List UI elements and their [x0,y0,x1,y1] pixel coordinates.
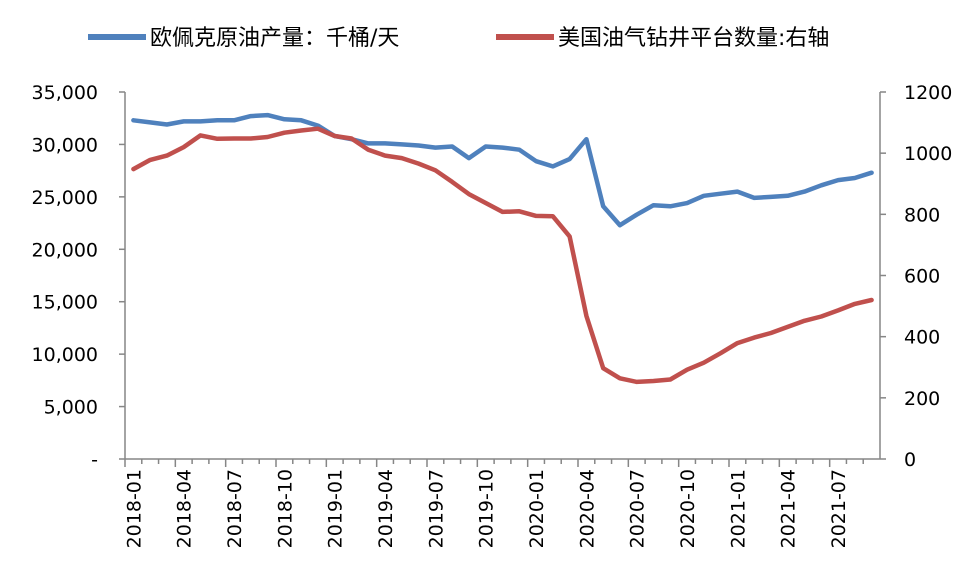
series-line-us-rig-count [131,126,874,385]
y-right-tick-label: 800 [904,204,940,226]
y-left-tick-label: 10,000 [32,344,98,366]
x-tick-label: 2020-07 [627,469,649,548]
x-tick-label: 2019-04 [375,469,397,548]
y-left-tick-label: - [91,449,98,471]
x-tick-label: 2020-04 [576,469,598,548]
x-tick-label: 2018-07 [224,469,246,548]
y-right-tick-label: 200 [904,388,940,410]
series-line-opec-output [131,112,874,228]
x-tick-label: 2021-04 [778,469,800,548]
x-tick-label: 2019-07 [425,469,447,548]
y-left-tick-label: 20,000 [32,239,98,261]
y-left-tick-label: 15,000 [32,292,98,314]
legend-item-us-rigs: 美国油气钻井平台数量:右轴 [496,26,829,51]
y-right-tick-label: 1200 [904,82,952,104]
y-right-tick-label: 1000 [904,143,952,165]
x-tick-label: 2020-10 [677,469,699,548]
x-tick-label: 2021-07 [828,469,850,548]
x-tick-label: 2020-01 [526,469,548,548]
legend-label-us-rigs: 美国油气钻井平台数量:右轴 [558,26,829,51]
legend-label-opec: 欧佩克原油产量：千桶/天 [150,26,399,51]
y-left-tick-label: 30,000 [32,134,98,156]
y-left-tick-label: 5,000 [44,397,98,419]
x-tick-label: 2018-10 [274,469,296,548]
y-right-tick-label: 400 [904,327,940,349]
x-tick-label: 2019-01 [325,469,347,548]
legend: 欧佩克原油产量：千桶/天 美国油气钻井平台数量:右轴 [88,26,829,51]
x-tick-label: 2018-01 [123,469,145,548]
x-tick-label: 2018-04 [174,469,196,548]
y-right-tick-label: 600 [904,266,940,288]
x-tick-label: 2021-01 [727,469,749,548]
legend-item-opec: 欧佩克原油产量：千桶/天 [88,26,399,51]
y-left-tick-label: 25,000 [32,187,98,209]
y-left-tick-label: 35,000 [32,82,98,104]
x-tick-label: 2019-10 [476,469,498,548]
axes: - 5,000 10,000 15,000 20,000 25,000 30,000 35,0… [32,82,953,548]
y-right-tick-label: 0 [904,449,916,471]
series-layer [131,112,874,385]
